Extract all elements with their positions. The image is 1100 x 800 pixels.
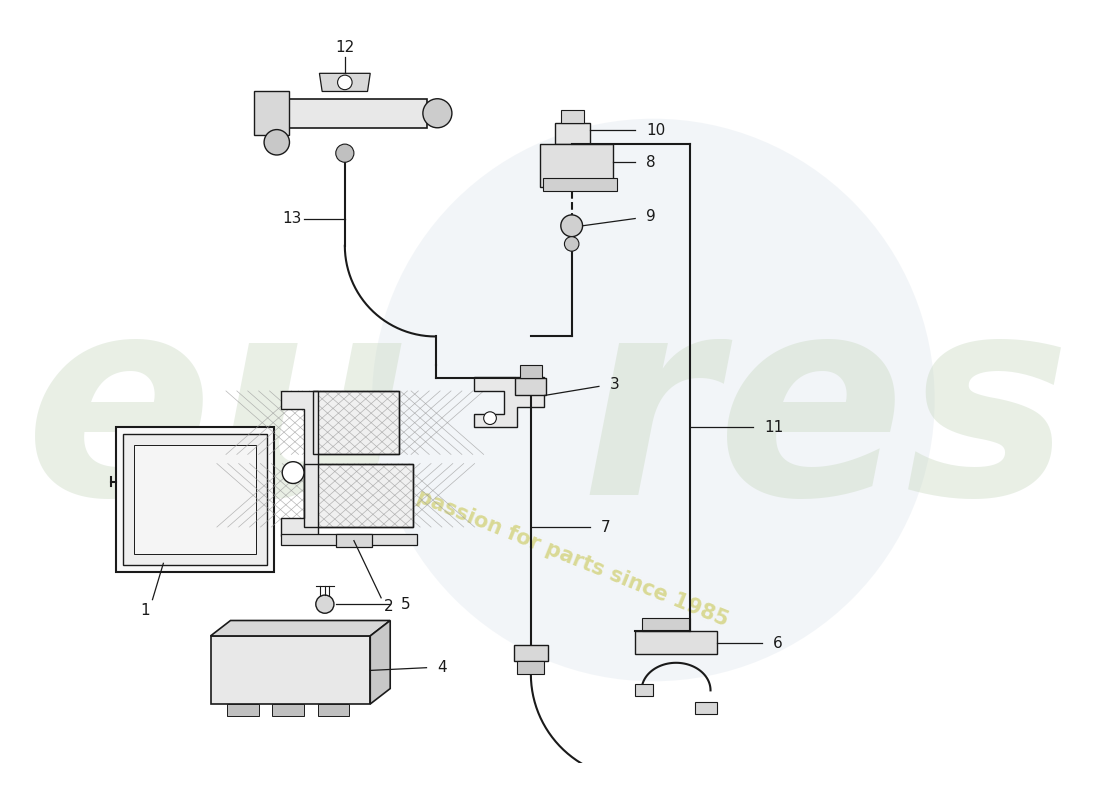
Polygon shape <box>514 645 548 662</box>
Polygon shape <box>695 702 717 714</box>
Circle shape <box>484 412 496 425</box>
Text: 4: 4 <box>438 660 447 675</box>
Polygon shape <box>262 98 427 128</box>
Polygon shape <box>282 391 318 536</box>
Polygon shape <box>516 378 547 395</box>
Circle shape <box>561 215 583 237</box>
Circle shape <box>338 75 352 90</box>
Text: 11: 11 <box>764 420 783 434</box>
Polygon shape <box>254 91 288 135</box>
Polygon shape <box>210 621 390 636</box>
Text: 12: 12 <box>336 41 354 55</box>
Circle shape <box>372 118 935 682</box>
Polygon shape <box>635 684 653 696</box>
Text: 7: 7 <box>601 519 610 534</box>
Text: res: res <box>581 283 1071 553</box>
Text: eu: eu <box>24 283 411 553</box>
Polygon shape <box>336 534 372 547</box>
Text: 9: 9 <box>646 210 656 224</box>
Text: 5: 5 <box>402 597 410 612</box>
Circle shape <box>264 130 289 155</box>
Polygon shape <box>642 618 690 631</box>
Polygon shape <box>227 704 258 716</box>
Polygon shape <box>520 365 541 378</box>
Text: 8: 8 <box>646 154 656 170</box>
Polygon shape <box>117 427 274 573</box>
Circle shape <box>336 144 354 162</box>
Text: 10: 10 <box>646 123 666 138</box>
Polygon shape <box>282 534 417 545</box>
Polygon shape <box>123 434 267 565</box>
Circle shape <box>283 462 304 483</box>
Polygon shape <box>371 621 390 704</box>
Polygon shape <box>542 178 617 191</box>
Circle shape <box>316 595 334 614</box>
Polygon shape <box>540 144 613 186</box>
Polygon shape <box>314 391 399 454</box>
Circle shape <box>422 98 452 128</box>
Polygon shape <box>318 704 350 716</box>
Text: 13: 13 <box>283 211 301 226</box>
Text: 3: 3 <box>609 377 619 392</box>
Circle shape <box>564 237 579 251</box>
Polygon shape <box>474 378 544 427</box>
Polygon shape <box>556 123 590 144</box>
Polygon shape <box>304 463 412 527</box>
Polygon shape <box>210 636 371 704</box>
Polygon shape <box>635 631 717 654</box>
Text: 6: 6 <box>773 636 783 650</box>
Polygon shape <box>561 110 584 123</box>
Polygon shape <box>517 662 544 674</box>
Text: 1: 1 <box>141 603 150 618</box>
Text: a passion for parts since 1985: a passion for parts since 1985 <box>394 478 732 630</box>
Text: 2: 2 <box>384 599 393 614</box>
Polygon shape <box>134 446 256 554</box>
Polygon shape <box>272 704 304 716</box>
Polygon shape <box>319 74 371 91</box>
